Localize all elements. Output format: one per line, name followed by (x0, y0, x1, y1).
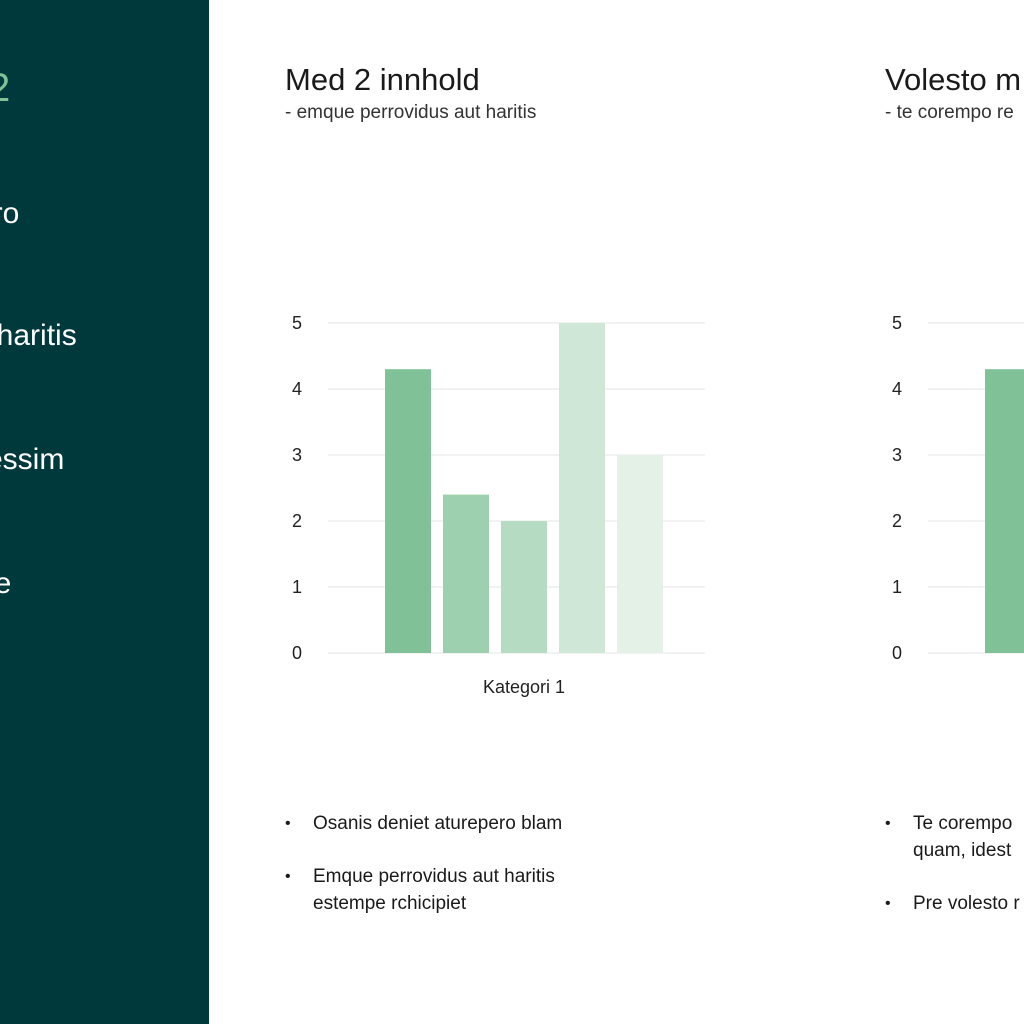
content-panel-right: Volesto m - te corempo re 0 1 2 3 4 5 • Te co… (885, 0, 1024, 1024)
bullet-text: Emque perrovidus aut haritis (313, 866, 555, 887)
bullet-dot: • (885, 895, 891, 912)
sidebar-item: t haritis (0, 319, 77, 352)
sidebar-item: ero (0, 197, 20, 230)
bullet-item: • Emque perrovidus aut haritis estempe r… (285, 863, 725, 917)
bar (559, 323, 605, 653)
bullet-dot: • (285, 868, 291, 885)
y-tick-label: 2 (292, 511, 302, 531)
bar-chart-right-svg: 0 1 2 3 4 5 (892, 313, 1024, 663)
panel-subtitle: - te corempo re (885, 102, 1014, 123)
bullet-text: Te corempo (913, 813, 1013, 834)
content-panel-left: Med 2 innhold - emque perrovidus aut har… (285, 0, 725, 1024)
bar (985, 369, 1024, 653)
category-label: Kategori 1 (483, 677, 565, 697)
bullet-text: Pre volesto r (913, 893, 1020, 914)
bar (501, 521, 547, 653)
bar (617, 455, 663, 653)
sidebar: 2 ero t haritis essim e ae (0, 0, 209, 1024)
bullet-item: • Pre volesto r (885, 890, 1024, 917)
bar-chart-right: 0 1 2 3 4 5 (885, 300, 1024, 720)
bullet-text: estempe rchicipiet (313, 893, 467, 914)
y-tick-label: 0 (292, 643, 302, 663)
sidebar-item: e (0, 522, 1, 562)
y-tick-label: 3 (892, 445, 902, 465)
y-tick-label: 0 (892, 643, 902, 663)
panel-title: Med 2 innhold (285, 62, 480, 97)
bullet-list: • Te corempo quam, idest • Pre volesto r (885, 810, 1024, 943)
bullet-item: • Te corempo quam, idest (885, 810, 1024, 864)
panel-subtitle: - emque perrovidus aut haritis (285, 102, 537, 123)
y-tick-label: 3 (292, 445, 302, 465)
bar (443, 494, 489, 653)
y-tick-label: 5 (292, 313, 302, 333)
section-number: 2 (0, 64, 10, 112)
bar (385, 369, 431, 653)
y-tick-label: 1 (892, 577, 902, 597)
y-tick-label: 5 (892, 313, 902, 333)
bar-chart-left: 0 1 2 3 4 5 Kategori 1 (285, 300, 725, 720)
bullet-item: • Osanis deniet aturepero blam (285, 810, 725, 837)
y-tick-label: 4 (892, 379, 902, 399)
y-tick-label: 4 (292, 379, 302, 399)
bullet-text: quam, idest (913, 840, 1012, 861)
y-tick-label: 2 (892, 511, 902, 531)
panel-title: Volesto m (885, 62, 1022, 97)
sidebar-item: essim (0, 443, 65, 476)
bullet-dot: • (885, 815, 891, 832)
bar-chart-left-svg: 0 1 2 3 4 5 Kategori 1 (292, 313, 705, 697)
bullet-dot: • (285, 815, 291, 832)
bullet-text: Osanis deniet aturepero blam (313, 813, 563, 834)
sidebar-item: ae (0, 567, 12, 600)
bullet-list: • Osanis deniet aturepero blam • Emque p… (285, 810, 725, 943)
y-tick-label: 1 (292, 577, 302, 597)
